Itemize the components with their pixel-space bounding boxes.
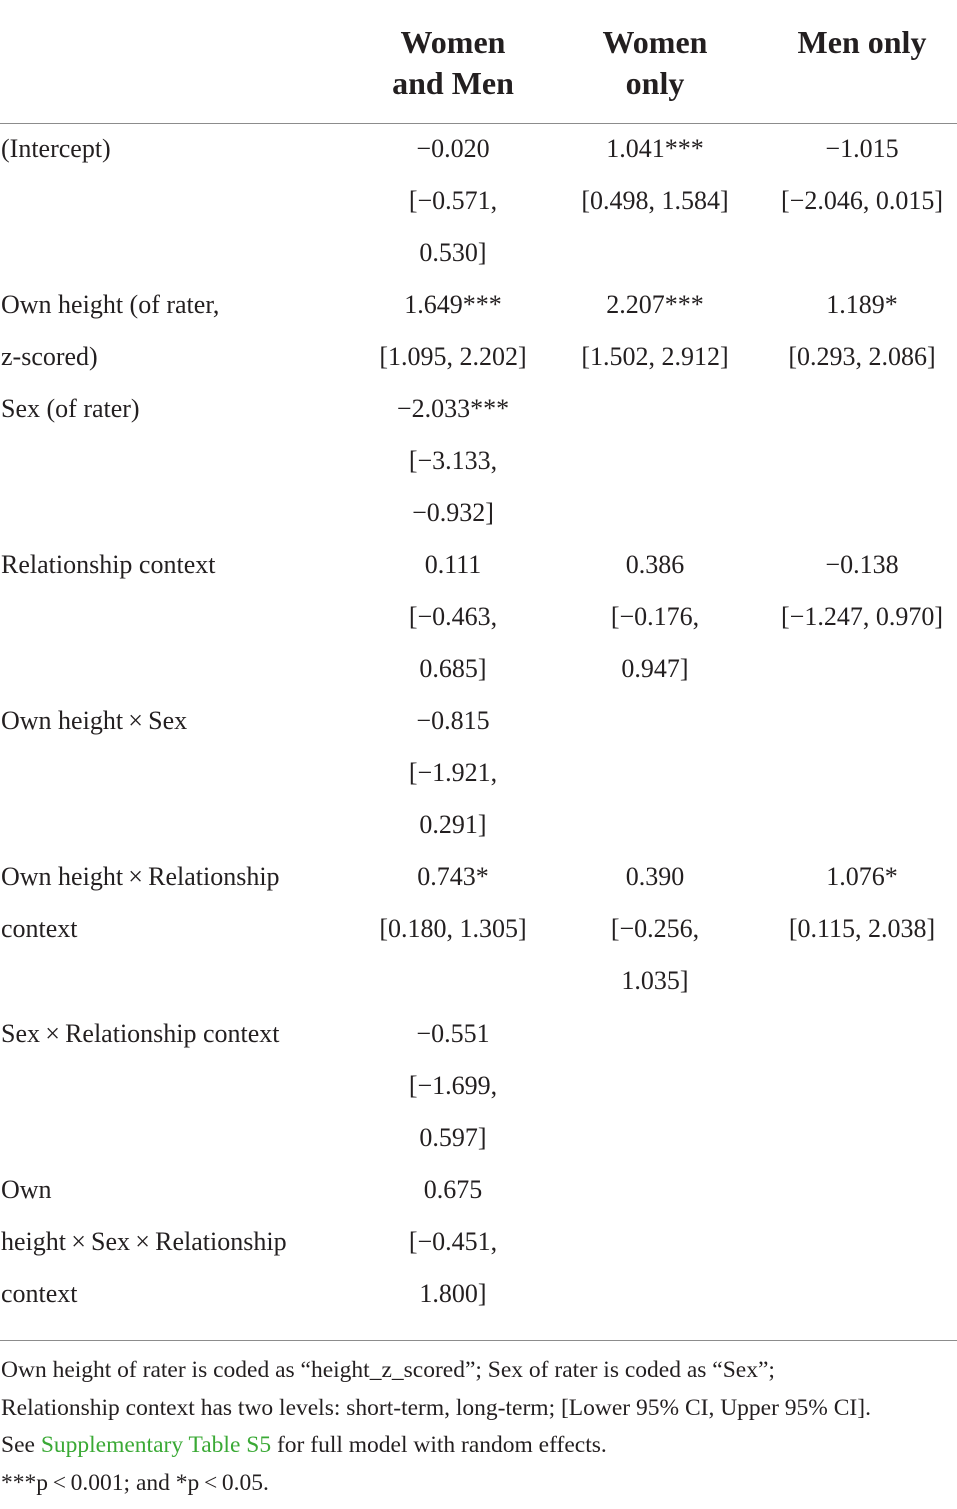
cell-line: 0.386 <box>625 550 685 579</box>
cell-women-and-men: 1.649*** [1.095, 2.202] <box>363 279 543 383</box>
cell-line: 0.597] <box>419 1123 487 1152</box>
footnote-line: See Supplementary Table S5 for full mode… <box>1 1427 957 1465</box>
row-label: Sex × Relationship context <box>1 1008 280 1060</box>
cell-line: [−0.571, <box>408 186 498 215</box>
cell-women-and-men: 0.111 [−0.463, 0.685] <box>363 539 543 695</box>
row-label-line: Relationship context <box>1 550 216 579</box>
cell-line: 1.035] <box>621 966 689 995</box>
cell-line: [−2.046, 0.015] <box>781 186 943 215</box>
cell-line: 0.675 <box>423 1175 483 1204</box>
cell-line: [−1.921, <box>408 758 498 787</box>
row-label-line: context <box>1 1279 78 1308</box>
row-label-line: height × Sex × Relationship <box>1 1227 287 1256</box>
cell-line: −0.932] <box>412 498 494 527</box>
row-label: Sex (of rater) <box>1 383 140 435</box>
column-header-men-only: Men only <box>762 22 957 63</box>
row-label-line: Own height (of rater, <box>1 290 220 319</box>
cell-women-and-men: −0.551 [−1.699, 0.597] <box>363 1008 543 1164</box>
cell-men-only: 1.076* [0.115, 2.038] <box>762 851 957 955</box>
cell-line: [0.293, 2.086] <box>788 342 936 371</box>
cell-line: 0.111 <box>424 550 482 579</box>
cell-line: −1.015 <box>825 134 899 163</box>
cell-line: 1.041*** <box>606 134 704 163</box>
cell-line: 0.390 <box>625 862 685 891</box>
cell-line: −2.033*** <box>396 394 510 423</box>
cell-line: 2.207*** <box>606 290 704 319</box>
cell-line: [−3.133, <box>408 446 498 475</box>
cell-line: 0.743* <box>417 862 489 891</box>
cell-line: [1.502, 2.912] <box>581 342 729 371</box>
footnote-line: Relationship context has two levels: sho… <box>1 1394 871 1421</box>
row-label-line: (Intercept) <box>1 134 111 163</box>
footer-rule <box>0 1340 957 1341</box>
cell-line: 0.685] <box>419 654 487 683</box>
row-label-line: Sex (of rater) <box>1 394 140 423</box>
header-rule <box>0 123 957 124</box>
cell-line: 1.076* <box>826 862 898 891</box>
cell-line: [−0.176, <box>610 602 700 631</box>
footnote-line: Own height of rater is coded as “height_… <box>1 1357 775 1383</box>
cell-line: [1.095, 2.202] <box>379 342 527 371</box>
column-header-women-and-men: Women and Men <box>363 22 543 104</box>
cell-line: −0.551 <box>416 1019 490 1048</box>
cell-line: 1.800] <box>419 1279 487 1308</box>
row-label-line: Sex × Relationship context <box>1 1019 280 1048</box>
row-label: Own height × Sex × Relationship context <box>1 1164 287 1320</box>
cell-line: −0.138 <box>825 550 899 579</box>
header-line: and Men <box>392 65 514 101</box>
row-label-line: Own height × Sex <box>1 706 188 735</box>
row-label-line: z-scored) <box>1 342 98 371</box>
row-label-line: context <box>1 914 78 943</box>
footnote-text: See <box>1 1432 41 1458</box>
row-label: Relationship context <box>1 539 215 591</box>
row-label: Own height × Relationship context <box>1 851 280 955</box>
cell-line: [−0.451, <box>408 1227 498 1256</box>
header-line: only <box>625 65 685 101</box>
cell-line: [0.115, 2.038] <box>788 914 936 943</box>
cell-women-only: 1.041*** [0.498, 1.584] <box>565 123 745 227</box>
cell-line: [0.498, 1.584] <box>581 186 729 215</box>
cell-line: [−1.699, <box>408 1071 498 1100</box>
cell-women-only: 2.207*** [1.502, 2.912] <box>565 279 745 383</box>
cell-line: [−0.463, <box>408 602 498 631</box>
cell-line: 0.291] <box>419 810 487 839</box>
table-footnotes: Own height of rater is coded as “height_… <box>1 1352 957 1502</box>
header-line: Men only <box>797 24 927 60</box>
cell-women-and-men: 0.743* [0.180, 1.305] <box>363 851 543 955</box>
footnote-text: for full model with random effects. <box>271 1432 607 1458</box>
header-line: Women <box>400 24 506 60</box>
cell-line: [−1.247, 0.970] <box>781 602 943 631</box>
cell-line: −0.020 <box>416 134 490 163</box>
cell-women-and-men: 0.675 [−0.451, 1.800] <box>363 1164 543 1320</box>
row-label: Own height × Sex <box>1 695 187 747</box>
significance-note: ***p < 0.001; and *p < 0.05. <box>1 1469 269 1496</box>
cell-line: 1.649*** <box>404 290 502 319</box>
cell-line: [0.180, 1.305] <box>379 914 527 943</box>
cell-line: [−0.256, <box>610 914 700 943</box>
cell-women-and-men: −0.815 [−1.921, 0.291] <box>363 695 543 851</box>
cell-men-only: 1.189* [0.293, 2.086] <box>762 279 957 383</box>
header-line: Women <box>602 24 708 60</box>
cell-line: 1.189* <box>826 290 898 319</box>
row-label-line: Own height × Relationship <box>1 862 280 891</box>
cell-men-only: −0.138 [−1.247, 0.970] <box>762 539 957 643</box>
row-label-line: Own <box>1 1175 52 1204</box>
cell-line: −0.815 <box>416 706 490 735</box>
cell-women-and-men: −0.020 [−0.571, 0.530] <box>363 123 543 279</box>
cell-women-only: 0.390 [−0.256, 1.035] <box>565 851 745 1007</box>
cell-line: 0.530] <box>419 238 487 267</box>
column-header-women-only: Women only <box>565 22 745 104</box>
cell-women-only: 0.386 [−0.176, 0.947] <box>565 539 745 695</box>
row-label: (Intercept) <box>1 123 111 175</box>
cell-women-and-men: −2.033*** [−3.133, −0.932] <box>363 383 543 539</box>
cell-line: 0.947] <box>621 654 689 683</box>
supplementary-table-link[interactable]: Supplementary Table S5 <box>40 1432 272 1458</box>
cell-men-only: −1.015 [−2.046, 0.015] <box>762 123 957 227</box>
row-label: Own height (of rater, z-scored) <box>1 279 219 383</box>
